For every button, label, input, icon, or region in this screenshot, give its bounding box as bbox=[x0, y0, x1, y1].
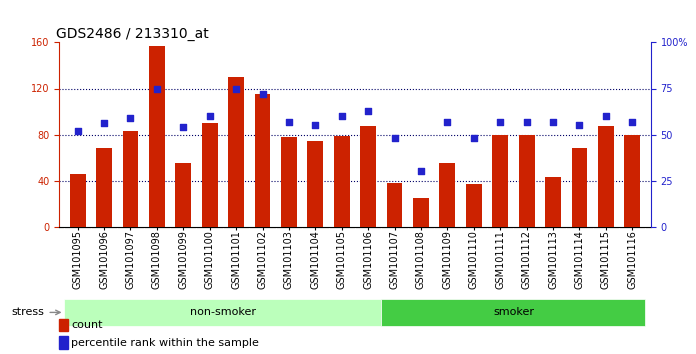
Bar bbox=[387, 183, 402, 227]
Text: GSM101105: GSM101105 bbox=[337, 230, 347, 289]
Point bbox=[600, 113, 611, 119]
Text: non-smoker: non-smoker bbox=[190, 307, 256, 318]
Point bbox=[230, 86, 242, 91]
Text: GSM101099: GSM101099 bbox=[178, 230, 189, 289]
Bar bbox=[519, 135, 535, 227]
Bar bbox=[624, 135, 640, 227]
Point bbox=[574, 122, 585, 128]
Text: GDS2486 / 213310_at: GDS2486 / 213310_at bbox=[56, 28, 209, 41]
Text: GSM101098: GSM101098 bbox=[152, 230, 162, 289]
Bar bbox=[466, 184, 482, 227]
Bar bbox=[175, 163, 191, 227]
Text: GSM101103: GSM101103 bbox=[284, 230, 294, 289]
Text: GSM101114: GSM101114 bbox=[574, 230, 585, 289]
Point bbox=[99, 121, 110, 126]
Text: GSM101111: GSM101111 bbox=[496, 230, 505, 289]
Bar bbox=[308, 141, 323, 227]
Text: GSM101109: GSM101109 bbox=[443, 230, 452, 289]
Point bbox=[548, 119, 559, 125]
Text: GSM101116: GSM101116 bbox=[627, 230, 638, 289]
Point bbox=[257, 91, 268, 97]
Point bbox=[310, 122, 321, 128]
Bar bbox=[334, 136, 349, 227]
Point bbox=[416, 169, 427, 174]
Point bbox=[72, 128, 84, 134]
Point bbox=[283, 119, 294, 125]
Text: GSM101101: GSM101101 bbox=[231, 230, 241, 289]
Text: GSM101106: GSM101106 bbox=[363, 230, 373, 289]
Bar bbox=[413, 198, 429, 227]
Text: GSM101097: GSM101097 bbox=[125, 230, 136, 289]
Point bbox=[389, 135, 400, 141]
Point bbox=[626, 119, 638, 125]
Bar bbox=[70, 174, 86, 227]
Text: GSM101113: GSM101113 bbox=[548, 230, 558, 289]
Bar bbox=[545, 177, 561, 227]
Bar bbox=[59, 336, 68, 349]
Point bbox=[204, 113, 215, 119]
Text: GSM101107: GSM101107 bbox=[390, 230, 400, 289]
Text: count: count bbox=[71, 320, 102, 330]
Text: percentile rank within the sample: percentile rank within the sample bbox=[71, 338, 259, 348]
Point bbox=[521, 119, 532, 125]
Text: GSM101102: GSM101102 bbox=[258, 230, 267, 289]
Point bbox=[336, 113, 347, 119]
Bar bbox=[439, 163, 455, 227]
Bar bbox=[571, 148, 587, 227]
Text: GSM101104: GSM101104 bbox=[310, 230, 320, 289]
Text: GSM101110: GSM101110 bbox=[469, 230, 479, 289]
Point bbox=[442, 119, 453, 125]
Bar bbox=[281, 137, 297, 227]
Bar bbox=[255, 94, 271, 227]
Text: GSM101108: GSM101108 bbox=[416, 230, 426, 289]
Text: GSM101095: GSM101095 bbox=[72, 230, 83, 289]
Bar bbox=[598, 126, 614, 227]
Bar bbox=[96, 148, 112, 227]
Bar bbox=[228, 77, 244, 227]
Point bbox=[468, 135, 480, 141]
Text: GSM101096: GSM101096 bbox=[99, 230, 109, 289]
Point bbox=[363, 108, 374, 113]
Bar bbox=[492, 135, 508, 227]
FancyBboxPatch shape bbox=[381, 299, 645, 326]
FancyBboxPatch shape bbox=[65, 299, 381, 326]
Point bbox=[125, 115, 136, 121]
Text: GSM101112: GSM101112 bbox=[521, 230, 532, 289]
Text: GSM101100: GSM101100 bbox=[205, 230, 214, 289]
Point bbox=[177, 124, 189, 130]
Bar bbox=[361, 126, 376, 227]
Bar bbox=[149, 46, 165, 227]
Text: GSM101115: GSM101115 bbox=[601, 230, 611, 289]
Point bbox=[151, 86, 162, 91]
Point bbox=[495, 119, 506, 125]
Text: smoker: smoker bbox=[493, 307, 534, 318]
Bar bbox=[202, 123, 218, 227]
Bar bbox=[122, 131, 139, 227]
Text: stress: stress bbox=[12, 307, 60, 318]
Bar bbox=[59, 319, 68, 331]
